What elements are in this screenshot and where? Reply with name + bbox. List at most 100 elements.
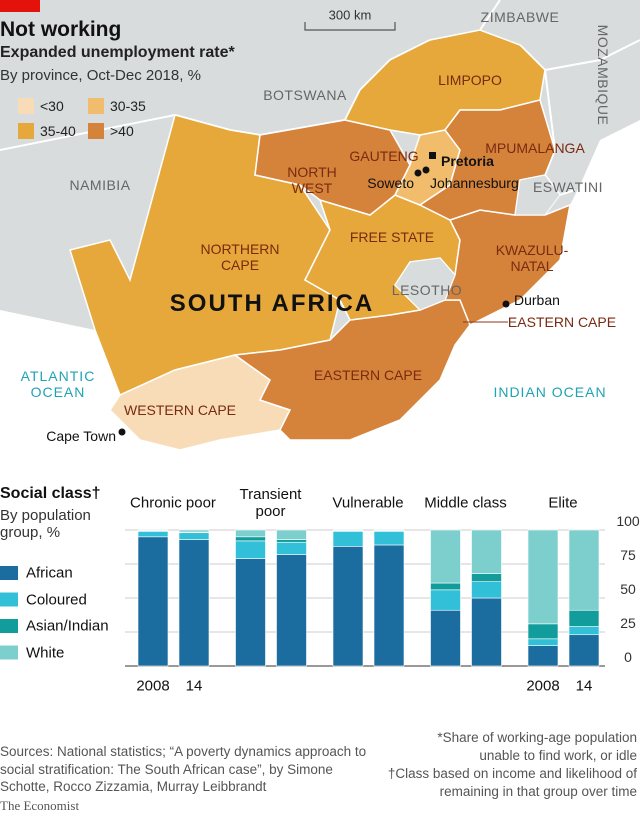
bar-segment — [373, 531, 405, 546]
subtitle: Expanded unemployment rate* — [0, 44, 235, 61]
bar-segment — [568, 626, 600, 636]
bar-segment — [276, 529, 307, 540]
province-label: MPUMALANGA — [485, 139, 585, 156]
province-label: NORTHERN CAPE — [200, 240, 280, 273]
footnote: *Share of working-age population unable … — [437, 730, 637, 763]
bar-segment — [568, 529, 600, 611]
group-label: Elite — [548, 494, 578, 512]
legend-label: 30-35 — [110, 97, 146, 114]
capital-marker — [429, 152, 436, 159]
city-marker — [422, 166, 430, 174]
bar-segment — [137, 529, 169, 531]
x-tick-label: 2008 — [136, 677, 170, 695]
legend-label: 35-40 — [40, 122, 76, 139]
province — [343, 29, 546, 136]
bar-segment — [276, 541, 307, 555]
chart-subtitle: By population group, % — [0, 507, 91, 542]
sea — [0, 120, 640, 460]
scale-label: 300 km — [328, 7, 372, 23]
bar-segment — [471, 581, 502, 599]
legend-swatch — [0, 592, 18, 607]
bar-segment — [137, 531, 169, 538]
city-label: Pretoria — [441, 152, 494, 169]
bar-segment — [178, 539, 210, 667]
bar-segment — [235, 558, 266, 667]
bar-segment — [276, 539, 307, 543]
bar-segment — [430, 529, 461, 584]
bar-segment — [373, 529, 405, 531]
bar-segment — [471, 529, 502, 574]
bar-segment — [471, 573, 502, 582]
bar-segment — [430, 582, 461, 591]
legend-swatch — [0, 645, 18, 660]
legend-swatch — [0, 566, 18, 580]
group-label: Chronic poor — [130, 494, 216, 512]
sources: Sources: National statistics; “A poverty… — [0, 744, 367, 795]
legend-label: Asian/Indian — [26, 617, 109, 635]
y-tick-label: 100 — [616, 512, 640, 529]
city-label: Soweto — [367, 174, 414, 191]
province-label: EASTERN CAPE — [313, 366, 423, 383]
province-label: GAUTENG — [349, 147, 419, 164]
group-label: Transient poor — [239, 485, 302, 520]
province-label: LIMPOPO — [438, 71, 502, 88]
bar-segment — [430, 589, 461, 611]
country-label: ESWATINI — [532, 178, 604, 195]
bar-segment — [373, 544, 405, 667]
province-label: FREE STATE — [349, 228, 435, 245]
ocean-label: ATLANTIC OCEAN — [20, 367, 96, 400]
footnote: †Class based on income and likelihood of… — [387, 766, 637, 799]
title: Not working — [0, 18, 122, 41]
legend-label: Coloured — [26, 590, 87, 608]
legend-label: African — [26, 564, 73, 582]
city-marker — [502, 300, 510, 308]
eswatini — [514, 174, 561, 216]
bar-segment — [471, 597, 502, 667]
province-label: WESTERN CAPE — [123, 401, 237, 418]
legend-swatch — [18, 98, 34, 114]
y-tick-label: 0 — [624, 648, 632, 665]
border — [0, 0, 640, 151]
bar-segment — [276, 554, 307, 667]
scale-bar — [304, 22, 396, 31]
province-label: NORTH WEST — [287, 163, 337, 196]
legend-swatch — [18, 123, 34, 139]
bar-segment — [332, 531, 364, 547]
legend-label: <30 — [40, 97, 64, 114]
group-label: Middle class — [424, 494, 507, 512]
bar-segment — [235, 540, 266, 559]
bar-segment — [527, 638, 559, 646]
bar-segment — [178, 532, 210, 540]
bar-segment — [235, 529, 266, 538]
bar-segment — [527, 623, 559, 640]
bar-segment — [332, 529, 364, 531]
province-label: KWAZULU-NATAL — [495, 241, 569, 274]
chart-title: Social class† — [0, 485, 101, 502]
legend-label: White — [26, 643, 65, 661]
lesotho — [394, 257, 456, 311]
city-label: Johannesburg — [430, 174, 519, 191]
country-label: LESOTHO — [391, 281, 463, 298]
country-label: BOTSWANA — [263, 86, 347, 103]
brand-bar — [0, 0, 40, 12]
legend-swatch — [88, 123, 104, 139]
bar-segment — [430, 609, 461, 667]
x-tick-label: 14 — [185, 677, 203, 695]
ocean-label: INDIAN OCEAN — [493, 383, 607, 400]
city-marker — [118, 428, 126, 436]
city-marker — [414, 169, 422, 177]
bar-segment — [568, 609, 600, 627]
city-label: Cape Town — [46, 427, 116, 444]
y-tick-label: 50 — [620, 580, 636, 597]
country-label: ZIMBABWE — [480, 8, 560, 25]
y-tick-label: 75 — [620, 546, 636, 563]
group-label: Vulnerable — [332, 494, 404, 512]
bar-segment — [137, 536, 169, 667]
bar-segment — [235, 536, 266, 542]
bar-segment — [568, 634, 600, 667]
x-tick-label: 14 — [575, 677, 593, 695]
province-label: EASTERN CAPE — [507, 313, 617, 330]
bar-segment — [527, 645, 559, 667]
